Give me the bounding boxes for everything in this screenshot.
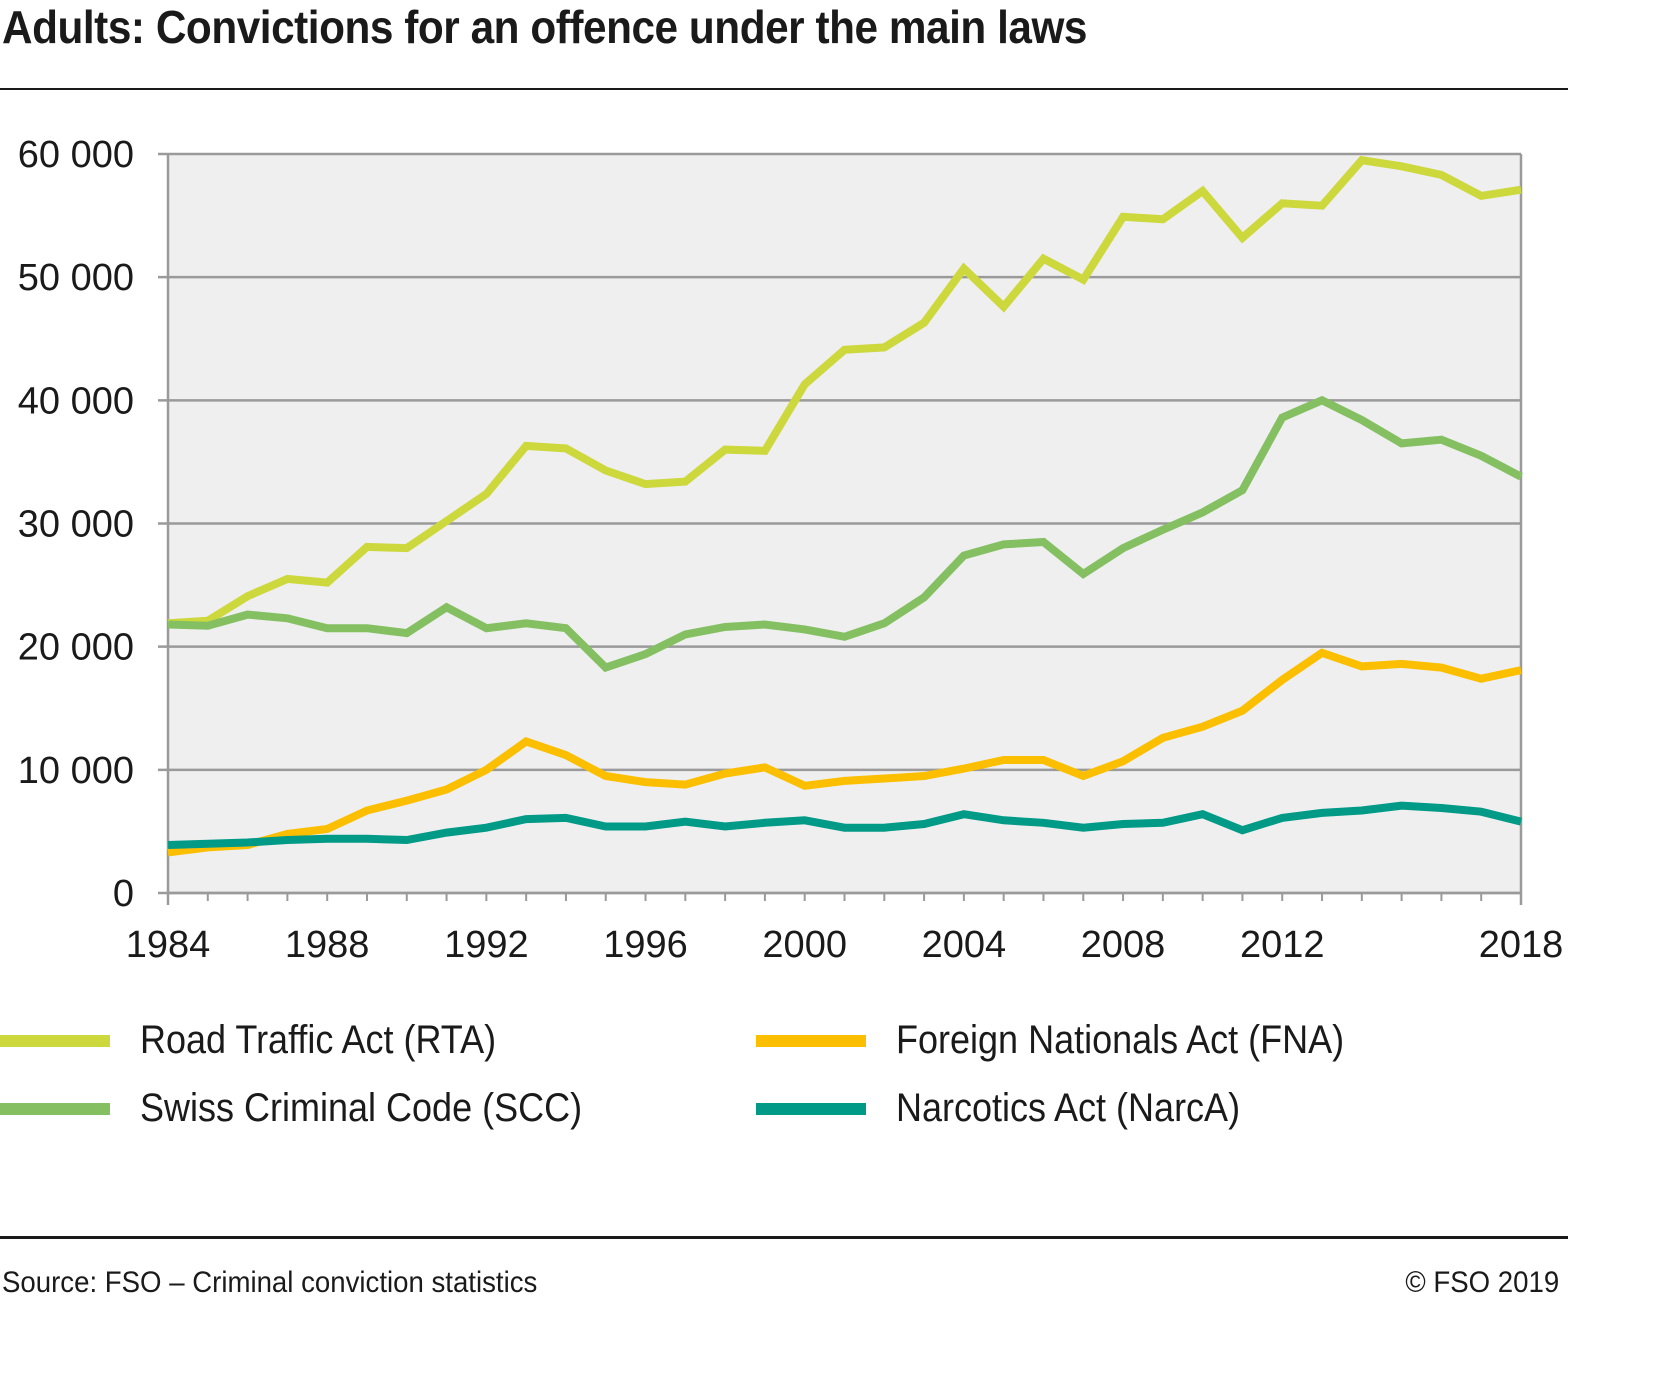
y-tick-label: 10 000 [18,750,134,792]
y-tick-label: 60 000 [18,134,134,176]
x-tick-label: 2012 [1240,924,1325,966]
legend-item: Foreign Nationals Act (FNA) [756,1018,1394,1063]
legend-swatch [756,1034,866,1047]
legend-label: Foreign Nationals Act (FNA) [896,1018,1345,1062]
legend-item: Road Traffic Act (RTA) [0,1018,536,1063]
title-divider [0,88,1568,90]
series-line-0 [167,155,1522,628]
legend-swatch [756,1102,866,1115]
legend-label: Narcotics Act (NarcA) [896,1086,1241,1130]
y-tick-label: 50 000 [18,257,134,299]
x-tick-label: 1984 [126,924,211,966]
x-tick-label: 2004 [922,924,1007,966]
legend-item: Narcotics Act (NarcA) [756,1086,1278,1131]
legend-label: Swiss Criminal Code (SCC) [140,1086,583,1130]
y-tick-label: 20 000 [18,627,134,669]
footer-divider [0,1236,1568,1239]
series-line-1 [167,395,1523,673]
x-tick-label: 1996 [603,924,688,966]
source-note: Source: FSO – Criminal conviction statis… [2,1266,538,1299]
legend-swatch [0,1034,110,1047]
legend-swatch [0,1102,110,1115]
series-line-3 [167,801,1522,849]
y-tick-label: 40 000 [18,380,134,422]
chart-title: Adults: Convictions for an offence under… [2,1,1088,53]
legend-label: Road Traffic Act (RTA) [140,1018,497,1062]
legend-item: Swiss Criminal Code (SCC) [0,1086,631,1131]
x-tick-label: 1988 [285,924,370,966]
y-tick-label: 0 [113,873,134,915]
x-tick-label: 1992 [444,924,529,966]
y-tick-label: 30 000 [18,504,134,546]
x-tick-label: 2000 [762,924,847,966]
line-chart: 0 10 000 20 000 30 000 40 000 50 000 60 000 198… [18,134,1564,966]
x-tick-label: 2018 [1479,924,1564,966]
copyright-note: © FSO 2019 [1405,1266,1559,1299]
x-tick-label: 2008 [1081,924,1166,966]
series-line-2 [167,648,1522,857]
